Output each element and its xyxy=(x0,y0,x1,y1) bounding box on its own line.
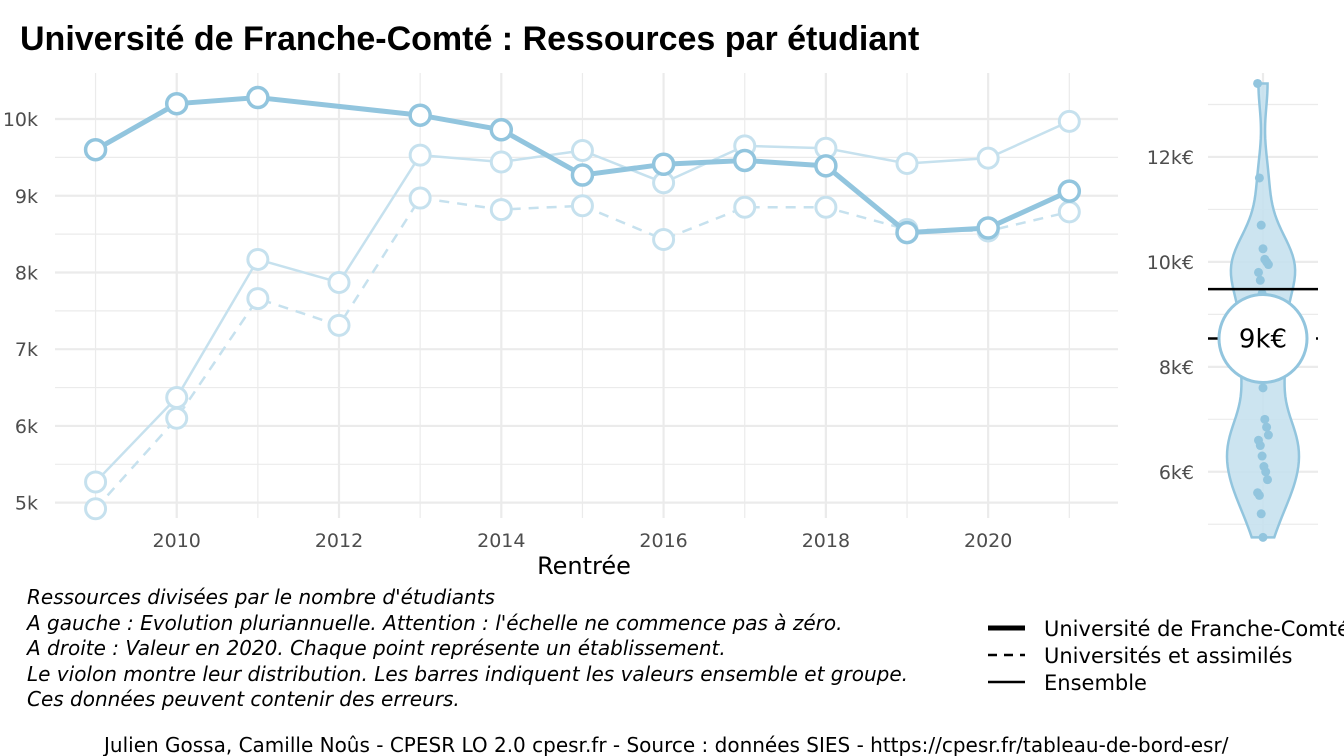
y-tick-label: 6k xyxy=(15,416,38,438)
establishment-point xyxy=(1255,275,1265,285)
data-point xyxy=(652,227,676,251)
data-point xyxy=(327,270,351,294)
data-point xyxy=(408,143,432,167)
violin-y-tick-labels: 6k€ 8k€ 10k€ 12k€ xyxy=(1147,147,1194,484)
y-tick-label: 5k xyxy=(15,493,38,515)
x-axis-title: Rentrée xyxy=(537,552,631,580)
source-footer: Julien Gossa, Camille Noûs - CPESR LO 2.… xyxy=(102,733,1229,756)
establishment-point xyxy=(1262,422,1272,432)
establishment-point xyxy=(1263,260,1273,270)
establishment-point xyxy=(1254,267,1263,277)
violin-y-tick-label: 6k€ xyxy=(1159,462,1194,484)
highlight-value-label: 9k€ xyxy=(1239,325,1287,355)
establishment-point xyxy=(1254,173,1264,183)
caption: Ressources divisées par le nombre d'étud… xyxy=(25,585,908,711)
establishment-point xyxy=(1258,244,1268,254)
data-point xyxy=(83,137,108,162)
data-point xyxy=(895,220,919,245)
violin-plot: 9k€ xyxy=(1208,78,1318,542)
data-point xyxy=(164,91,189,116)
data-point xyxy=(1057,179,1082,203)
x-tick-label: 2014 xyxy=(477,530,525,552)
establishment-point xyxy=(1253,78,1263,88)
main-y-tick-labels: 5k 6k 7k 8k 9k 10k xyxy=(3,109,38,515)
establishment-point xyxy=(1257,451,1267,461)
main-plot-series xyxy=(83,85,1082,521)
data-point xyxy=(570,163,595,187)
main-x-tick-labels: 2010 2012 2014 2016 2018 2020 xyxy=(153,530,1013,552)
data-point xyxy=(489,118,514,142)
caption-line: Ressources divisées par le nombre d'étud… xyxy=(27,585,495,609)
chart-title: Université de Franche-Comté : Ressources… xyxy=(20,20,919,58)
data-point xyxy=(976,146,1000,170)
x-tick-label: 2012 xyxy=(315,530,363,552)
legend-label: Université de Franche-Comté xyxy=(1044,617,1344,641)
data-point xyxy=(895,152,919,176)
data-point xyxy=(489,150,513,174)
establishment-point xyxy=(1260,414,1270,424)
legend-label: Universités et assimilés xyxy=(1044,644,1292,668)
data-point xyxy=(165,386,189,410)
caption-line: A gauche : Evolution pluriannuelle. Atte… xyxy=(25,611,843,635)
establishment-point xyxy=(1256,220,1266,230)
data-point xyxy=(814,154,838,178)
establishment-point xyxy=(1255,441,1265,451)
caption-line: A droite : Valeur en 2020. Chaque point … xyxy=(25,636,726,660)
data-point xyxy=(732,148,757,173)
legend: Université de Franche-Comté Universités … xyxy=(988,617,1344,695)
y-tick-label: 10k xyxy=(3,109,38,131)
establishment-point xyxy=(1258,383,1268,393)
highlight-badge xyxy=(1217,293,1309,385)
data-point xyxy=(84,497,108,521)
x-tick-label: 2010 xyxy=(153,530,201,552)
x-tick-label: 2020 xyxy=(964,530,1012,552)
data-point xyxy=(327,313,351,337)
data-point xyxy=(489,198,513,222)
data-point xyxy=(651,152,676,177)
data-point xyxy=(1057,200,1081,224)
data-point xyxy=(408,186,432,210)
caption-line: Ces données peuvent contenir des erreurs… xyxy=(27,687,460,711)
data-point xyxy=(246,247,270,271)
establishment-point xyxy=(1256,509,1266,519)
x-tick-label: 2018 xyxy=(802,530,850,552)
violin-y-tick-label: 8k€ xyxy=(1159,357,1194,379)
x-tick-label: 2016 xyxy=(639,530,687,552)
data-point xyxy=(570,194,594,218)
data-point xyxy=(1057,109,1081,133)
data-point xyxy=(84,470,108,494)
violin-y-tick-label: 10k€ xyxy=(1147,252,1194,274)
establishment-point xyxy=(1263,475,1272,485)
y-tick-label: 7k xyxy=(15,339,38,361)
series-line xyxy=(94,95,1071,236)
data-point xyxy=(976,216,1000,240)
y-tick-label: 9k xyxy=(15,186,38,208)
data-point xyxy=(733,195,757,219)
data-point xyxy=(165,406,189,430)
establishment-point xyxy=(1263,430,1273,440)
establishment-point xyxy=(1254,490,1264,500)
caption-line: Le violon montre leur distribution. Les … xyxy=(27,662,908,686)
legend-label: Ensemble xyxy=(1044,671,1147,695)
data-point xyxy=(814,195,838,219)
data-point xyxy=(246,287,270,311)
data-point xyxy=(570,138,594,162)
establishment-point xyxy=(1261,467,1271,477)
data-point xyxy=(246,85,270,110)
establishment-point xyxy=(1258,532,1268,542)
violin-y-tick-label: 12k€ xyxy=(1147,147,1194,169)
y-tick-label: 8k xyxy=(15,262,38,284)
data-point xyxy=(408,103,432,127)
